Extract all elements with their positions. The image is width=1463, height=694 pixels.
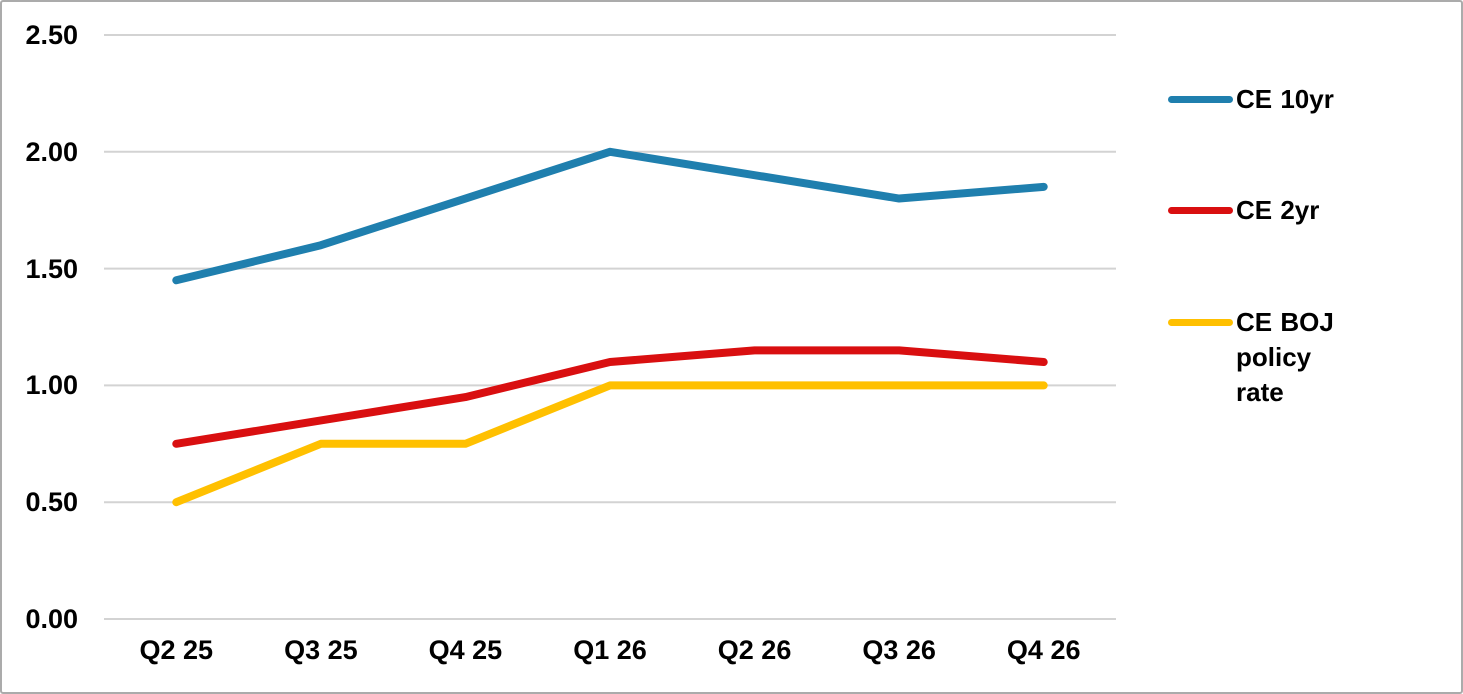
legend-label: CE 2yr: [1236, 195, 1320, 225]
legend-swatch: [1168, 96, 1233, 103]
x-axis-label: Q2 26: [717, 635, 792, 665]
series-line-2: [172, 381, 1048, 507]
x-axis-label: Q1 26: [573, 635, 647, 665]
x-axis-label: Q4 26: [1006, 635, 1081, 665]
series-line-1: [172, 346, 1048, 448]
x-axis-label: Q4 25: [428, 635, 503, 665]
legend-label: CE 10yr: [1236, 84, 1334, 114]
y-axis-tick-label: 0.50: [25, 487, 78, 518]
legend-label: CE BOJ policy rate: [1236, 307, 1334, 407]
x-axis-label: Q2 25: [139, 635, 214, 665]
x-axis-label: Q3 26: [862, 635, 936, 665]
y-axis-tick-label: 0.00: [25, 604, 78, 634]
y-axis-tick-label: 1.50: [25, 253, 78, 284]
y-axis-tick-label: 2.00: [25, 136, 78, 167]
x-axis-label: Q3 25: [284, 635, 358, 665]
legend-item: CE BOJ policy rate: [1168, 305, 1340, 410]
legend-swatch: [1168, 207, 1233, 214]
series-line-0: [172, 147, 1048, 285]
legend-swatch: [1168, 319, 1233, 326]
y-axis-tick-label: 2.50: [25, 20, 78, 50]
y-axis-tick-label: 1.00: [25, 370, 78, 401]
legend-item: CE 10yr: [1168, 82, 1340, 117]
legend-item: CE 2yr: [1168, 193, 1340, 228]
